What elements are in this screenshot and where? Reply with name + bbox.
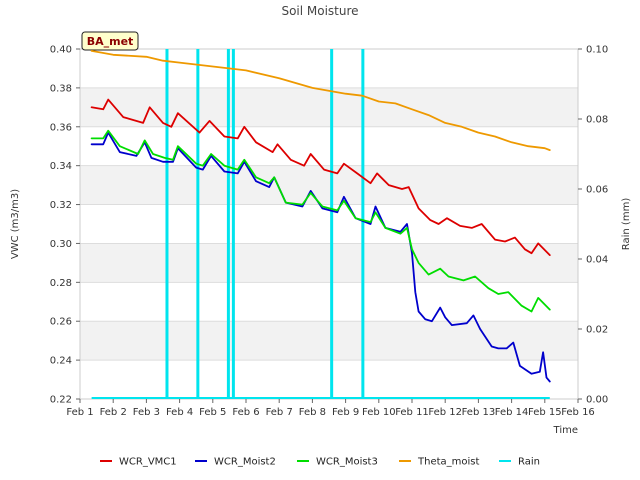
y-tick-label: 0.30 xyxy=(50,239,72,250)
y-axis-title: VWC (m3/m3) xyxy=(10,189,21,259)
site-badge-box xyxy=(81,31,139,51)
y2-tick-label: 0.02 xyxy=(586,325,608,336)
y2-axis-ticks: 0.00 0.02 0.04 0.06 0.08 0.10 xyxy=(578,45,608,406)
site-badge-label: BA_met xyxy=(87,35,134,48)
rain-series xyxy=(91,49,550,399)
x-tick-label: Feb 5 xyxy=(199,407,226,418)
site-badge: BA_met xyxy=(81,31,139,51)
x-tick-label: Feb 9 xyxy=(332,407,359,418)
legend-label: Theta_moist xyxy=(417,457,479,468)
background-band xyxy=(80,87,578,127)
chart-title: Soil Moisture xyxy=(281,4,358,18)
x-tick-label: Feb 13 xyxy=(462,407,496,418)
background-band xyxy=(80,243,578,283)
y2-tick-label: 0.10 xyxy=(586,45,608,56)
background-band xyxy=(80,321,578,361)
x-tick-label: Feb 16 xyxy=(561,407,595,418)
x-tick-label: Feb 7 xyxy=(266,407,293,418)
background-band xyxy=(80,165,578,205)
x-axis-title: Time xyxy=(553,425,578,436)
y-tick-label: 0.36 xyxy=(50,122,72,133)
y-tick-label: 0.38 xyxy=(50,83,72,94)
background-bands xyxy=(80,87,578,361)
x-tick-label: Feb 1 xyxy=(66,407,93,418)
y-tick-label: 0.22 xyxy=(50,395,72,406)
x-tick-label: Feb 15 xyxy=(528,407,562,418)
y-axis-ticks: 0.22 0.24 0.26 0.28 0.30 0.32 0.34 0.36 0.38 0.40 xyxy=(50,45,80,406)
x-tick-label: Feb 6 xyxy=(232,407,259,418)
moisture-series xyxy=(90,50,551,383)
legend-label: WCR_VMC1 xyxy=(119,457,177,468)
x-tick-label: Feb 3 xyxy=(133,407,160,418)
x-tick-label: Feb 2 xyxy=(100,407,127,418)
x-tick-label: Feb 4 xyxy=(166,407,193,418)
y2-tick-label: 0.08 xyxy=(586,115,608,126)
x-tick-label: Feb 8 xyxy=(299,407,326,418)
y2-tick-label: 0.06 xyxy=(586,185,608,196)
x-tick-label: Feb 10 xyxy=(362,407,396,418)
x-axis-ticks: Feb 1 Feb 2 Feb 3 Feb 4 Feb 5 Feb 6 Feb 7 Feb 8… xyxy=(66,399,595,418)
series-line-wcr-vmc1 xyxy=(90,98,551,257)
x-tick-label: Feb 12 xyxy=(428,407,462,418)
x-tick-label: Feb 11 xyxy=(395,407,429,418)
y2-axis-title: Rain (mm) xyxy=(621,198,632,251)
y2-tick-label: 0.04 xyxy=(586,255,608,266)
y-tick-label: 0.24 xyxy=(50,356,72,367)
y-tick-label: 0.26 xyxy=(50,317,72,328)
legend-label: Rain xyxy=(518,457,540,468)
y-tick-label: 0.34 xyxy=(50,161,72,172)
y2-tick-label: 0.00 xyxy=(586,395,608,406)
legend-label: WCR_Moist3 xyxy=(316,457,378,468)
y-tick-label: 0.28 xyxy=(50,278,72,289)
y-tick-label: 0.40 xyxy=(50,45,72,56)
x-tick-label: Feb 14 xyxy=(495,407,529,418)
legend-label: WCR_Moist2 xyxy=(214,457,276,468)
legend: WCR_VMC1 WCR_Moist2 WCR_Moist3 Theta_moist R… xyxy=(100,457,540,468)
series-line-theta-moist xyxy=(90,50,551,152)
series-line-wcr-moist3 xyxy=(90,129,551,313)
y-tick-label: 0.32 xyxy=(50,200,72,211)
